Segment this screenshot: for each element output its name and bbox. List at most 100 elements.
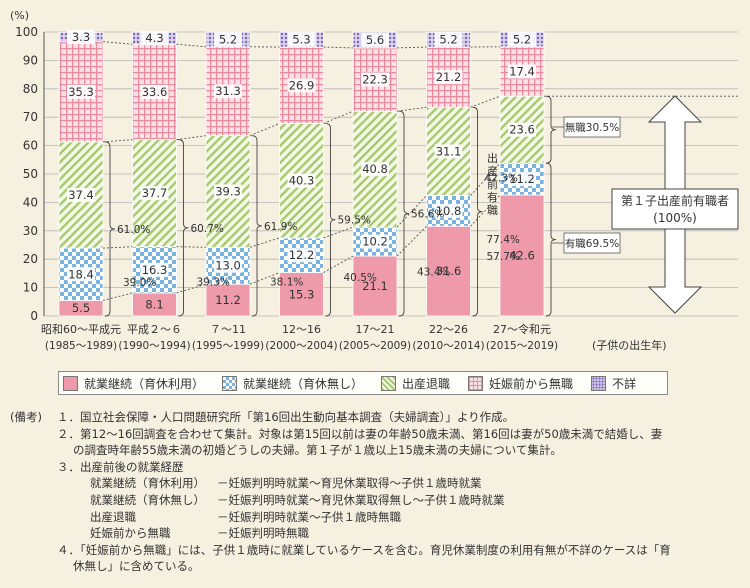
- data-label-bg: [508, 32, 536, 47]
- brace-label: 61.0%: [117, 224, 150, 236]
- bar-segment: [352, 255, 398, 317]
- legend-item: 出産退職: [381, 375, 450, 392]
- y-tick-label: 90: [23, 53, 38, 67]
- legend-swatch: [381, 375, 397, 391]
- data-label: 40.3: [289, 174, 315, 188]
- connector-line: [396, 225, 427, 257]
- brace-label: 60.7%: [191, 223, 224, 235]
- data-label: 37.4: [68, 188, 94, 202]
- data-label: 5.2: [219, 32, 237, 46]
- connector-line: [249, 272, 280, 285]
- legend-swatch: [63, 375, 78, 391]
- data-label: 33.6: [142, 85, 168, 99]
- data-label-bg: [140, 262, 169, 277]
- total-box-value: (100%): [653, 211, 697, 225]
- brace-label: 77.4%: [487, 234, 520, 246]
- legend: 就業継続（育休利用） 就業継続（育休無し） 出産退職 妊娠前から無職 不詳: [58, 371, 668, 395]
- x-tick-label: 17～21: [356, 323, 395, 336]
- brace: [104, 141, 116, 317]
- connector-line: [102, 246, 133, 249]
- legend-label: 就業継続（育休無し）: [243, 376, 364, 391]
- data-label: 5.3: [292, 33, 310, 47]
- brace-label: 56.6%: [411, 209, 444, 221]
- data-label: 21.1: [362, 279, 388, 293]
- legend-item: 妊娠前から無職: [468, 375, 573, 392]
- total-box: [611, 188, 739, 230]
- vertical-label-char: 産: [487, 165, 498, 178]
- x-tick-label: (2010～2014): [412, 340, 484, 352]
- route-row: 就業継続（育休利用） －妊娠判明時就業～育児休業取得～子供１歳時就業: [10, 475, 745, 492]
- x-tick-label: ７～11: [210, 323, 246, 336]
- data-label-bg: [67, 84, 95, 99]
- legend-label: 妊娠前から無職: [489, 376, 574, 391]
- annotation-unemployed: 無職30.5%: [565, 121, 619, 134]
- data-label-bg: [434, 32, 463, 47]
- connector-line: [396, 195, 427, 228]
- y-axis-unit: (%): [10, 9, 29, 22]
- connector-line: [176, 283, 207, 294]
- note-2-cont: の調査時年齢55歳未満の初婚どうしの夫婦。第１子が１歳以上15歳未満の夫婦につい…: [73, 443, 562, 458]
- x-tick-label: 昭和60～平成元: [41, 323, 121, 336]
- brace: [545, 162, 557, 317]
- data-label: 5.5: [72, 301, 90, 315]
- brace-label: 61.9%: [264, 221, 297, 233]
- y-tick-label: 10: [23, 281, 38, 295]
- brace-label: 59.5%: [338, 215, 371, 227]
- legend-swatch: [222, 375, 238, 391]
- y-tick-label: 20: [23, 252, 38, 266]
- connector-line: [249, 123, 280, 137]
- brace: [325, 122, 336, 317]
- data-label: 40.8: [362, 162, 388, 176]
- brace-label: 40.5%: [344, 272, 377, 284]
- vertical-label-char: 職: [487, 204, 498, 217]
- connector-line: [102, 139, 133, 143]
- data-label-bg: [214, 84, 242, 99]
- data-label-bg: [361, 234, 389, 249]
- brace-label: 42.3%: [485, 173, 518, 185]
- y-tick-label: 30: [23, 224, 38, 238]
- connector-line: [323, 46, 354, 49]
- data-label: 22.3: [362, 73, 388, 87]
- data-label-bg: [434, 70, 463, 85]
- legend-item: 就業継続（育休利用）: [63, 375, 204, 392]
- data-label: 11.2: [509, 172, 535, 186]
- note-4: ４．「妊娠前から無職」には、子供１歳時に就業しているケースを含む。育児休業制度の…: [57, 542, 671, 557]
- data-label-bg: [287, 78, 316, 93]
- route-label: 出産退職: [90, 509, 136, 524]
- data-label: 31.3: [215, 84, 241, 98]
- data-label: 31.6: [436, 264, 462, 278]
- data-label: 13.0: [215, 259, 241, 273]
- y-tick-label: 60: [23, 139, 38, 153]
- route-label: 就業継続（育休利用）: [90, 476, 205, 491]
- data-label-bg: [287, 248, 316, 263]
- x-tick-label: (2015～2019): [486, 340, 558, 352]
- data-label: 15.3: [289, 287, 315, 301]
- data-label-bg: [361, 72, 389, 87]
- data-label: 11.2: [215, 293, 241, 307]
- data-label-bg: [214, 184, 242, 199]
- connector-line: [176, 43, 207, 48]
- x-tick-label: (2000～2004): [265, 340, 337, 352]
- data-label-bg: [140, 186, 169, 201]
- brace: [178, 139, 189, 317]
- y-tick-label: 40: [23, 195, 38, 209]
- data-label-bg: [214, 32, 242, 47]
- connector-line: [102, 292, 133, 301]
- legend-label: 出産退職: [402, 376, 451, 391]
- data-label-bg: [214, 258, 242, 273]
- legend-swatch: [591, 375, 607, 391]
- route-row: 出産退職 －妊娠判明時就業～子供１歳時無職: [10, 509, 745, 526]
- route-label: 妊娠前から無職: [90, 526, 171, 541]
- x-tick-label: 27～令和元: [493, 322, 551, 336]
- data-label: 18.4: [68, 267, 94, 281]
- data-label-bg: [508, 64, 536, 79]
- data-label-bg: [361, 162, 389, 177]
- data-label: 42.6: [509, 249, 535, 263]
- data-label: 10.8: [436, 204, 462, 218]
- brace-label: 39.0%: [123, 277, 156, 289]
- route-desc: －妊娠判明時就業～育児休業取得無し～子供１歳時就業: [217, 492, 505, 507]
- data-label-bg: [67, 29, 95, 44]
- data-label-bg: [434, 144, 463, 159]
- note-3: ３．出産前後の就業経歴: [57, 459, 184, 474]
- legend-item: 就業継続（育休無し）: [222, 375, 363, 392]
